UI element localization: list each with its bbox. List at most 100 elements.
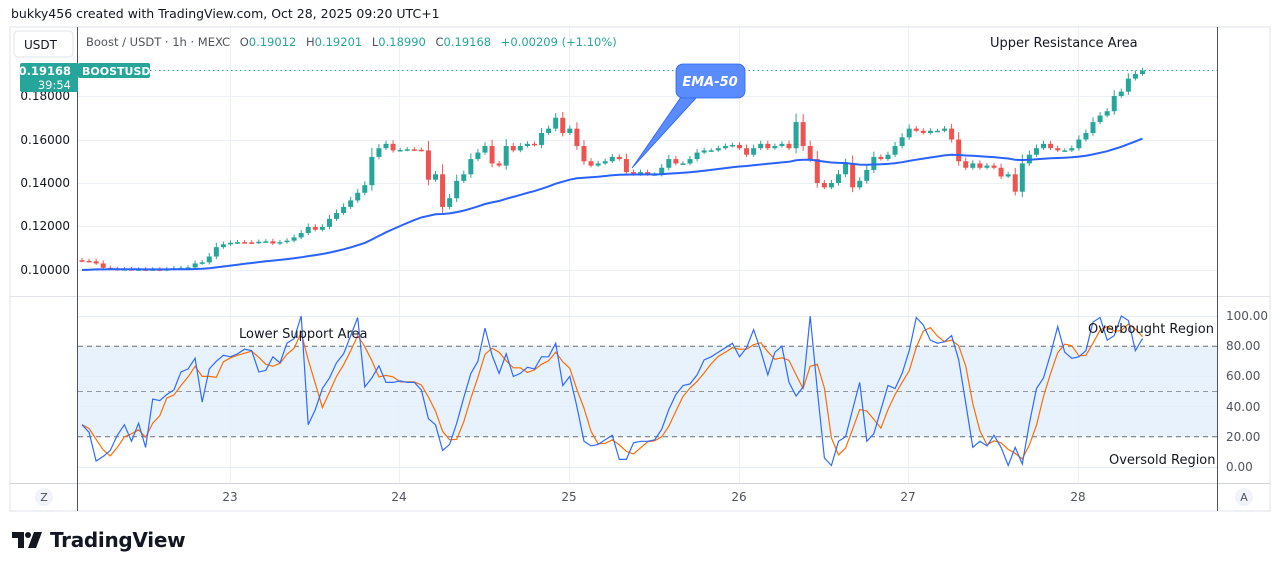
candle-body (680, 163, 686, 165)
candle (920, 128, 926, 135)
ema-callout[interactable]: EMA-50 (631, 63, 746, 169)
candle-body (1083, 132, 1089, 140)
candle-body (807, 146, 813, 160)
candle (1062, 148, 1068, 152)
candle-body (602, 161, 608, 164)
candle-body (645, 172, 651, 175)
candle (779, 141, 785, 148)
candle (249, 240, 255, 245)
candle (772, 143, 778, 150)
candle-body (1062, 150, 1068, 152)
candle (277, 239, 283, 245)
candle (942, 126, 948, 133)
candle (729, 142, 735, 148)
oversold-annotation[interactable]: Oversold Region (1109, 453, 1216, 468)
candle (383, 140, 389, 151)
candle (404, 147, 410, 152)
close-value: 0.19168 (444, 35, 492, 49)
candle (588, 158, 594, 168)
candle-body (348, 200, 354, 207)
candle (270, 238, 276, 245)
candles (79, 67, 1145, 272)
candle-body (864, 169, 870, 181)
candle-body (581, 146, 587, 162)
auto-scale-button[interactable]: A (1235, 488, 1253, 506)
candle (892, 141, 898, 158)
candle-body (510, 146, 516, 151)
candle (835, 170, 841, 186)
ohlc-legend[interactable]: Boost / USDT · 1h · MEXC O0.19012 H0.192… (86, 35, 617, 49)
candle (998, 163, 1004, 179)
time-tick: 28 (1070, 490, 1085, 504)
candle-body (482, 146, 488, 153)
candle-body (694, 152, 700, 160)
candle-body (878, 156, 884, 160)
candle (256, 239, 262, 245)
candle-body (411, 149, 417, 151)
candle-body (850, 163, 856, 188)
candle (79, 258, 85, 263)
candle (1076, 135, 1082, 151)
candle-body (949, 128, 955, 140)
symbol-title[interactable]: Boost / USDT · 1h · MEXC (86, 35, 230, 49)
candle (1005, 171, 1011, 179)
candle (786, 140, 792, 151)
candle-body (722, 146, 728, 149)
candle (864, 165, 870, 184)
candle (447, 194, 453, 210)
candle-body (1125, 78, 1131, 92)
candle (828, 179, 834, 190)
tradingview-logo-icon (12, 532, 42, 548)
candle-body (242, 242, 248, 244)
upper-resistance-annotation[interactable]: Upper Resistance Area (990, 36, 1138, 51)
candle-body (376, 148, 382, 157)
candle (560, 111, 566, 137)
candle (807, 140, 813, 163)
candle (546, 125, 552, 135)
candle-body (560, 117, 566, 133)
candle (1111, 90, 1117, 115)
candle-body (355, 192, 361, 201)
candle-body (942, 128, 948, 131)
candle-body (871, 156, 877, 170)
candle (1132, 70, 1138, 81)
high-label: H (306, 35, 315, 49)
candle (878, 154, 884, 161)
candle (362, 181, 368, 196)
close-label: C (436, 35, 444, 49)
tradingview-logo[interactable]: TradingView (12, 528, 186, 552)
candle-body (906, 128, 912, 138)
candle (673, 155, 679, 166)
candle (609, 153, 615, 164)
candle (242, 240, 248, 244)
candle-body (369, 156, 375, 186)
candle (390, 140, 396, 153)
candle-body (1076, 139, 1082, 149)
candle-body (857, 180, 863, 188)
candle-body (1012, 174, 1018, 192)
candle-body (220, 244, 226, 248)
candle (334, 209, 340, 221)
candle (376, 144, 382, 160)
candle-body (623, 159, 629, 173)
candle-body (249, 242, 255, 244)
candle (235, 239, 241, 245)
candle-body (630, 172, 636, 175)
candle-body (715, 148, 721, 151)
candle (199, 260, 205, 265)
candle-body (517, 146, 523, 151)
candle-body (425, 150, 431, 180)
candle (284, 238, 290, 244)
timezone-toggle-button[interactable]: Z (35, 488, 53, 506)
overbought-annotation[interactable]: Overbought Region (1088, 322, 1214, 337)
candle-body (899, 137, 905, 147)
candle-body (567, 128, 573, 133)
currency-button[interactable]: USDT (13, 30, 74, 58)
price-tick: 0.16000 (20, 133, 70, 147)
candle-body (800, 122, 806, 147)
candle-body (998, 167, 1004, 177)
lower-support-annotation[interactable]: Lower Support Area (239, 327, 368, 342)
low-value: 0.18990 (378, 35, 426, 49)
candle (793, 113, 799, 154)
